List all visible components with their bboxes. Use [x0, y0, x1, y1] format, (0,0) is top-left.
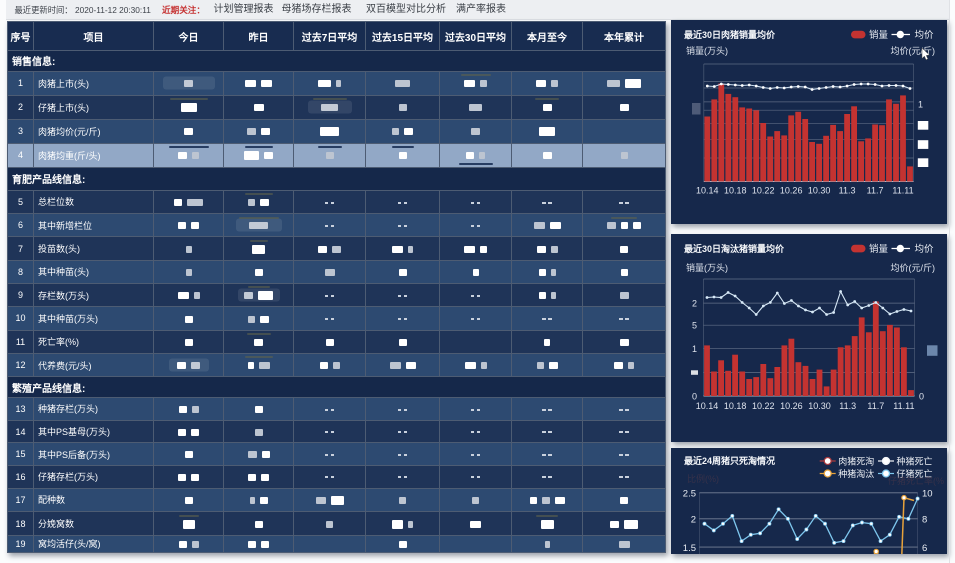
svg-text:10: 10: [922, 489, 933, 500]
svg-text:10.26: 10.26: [780, 401, 803, 411]
svg-text:均价: 均价: [915, 243, 935, 255]
svg-text:最近24周猪只死淘情况: 最近24周猪只死淘情况: [684, 455, 775, 466]
svg-text:10.22: 10.22: [752, 186, 775, 196]
svg-text:1: 1: [692, 344, 697, 354]
svg-text:10.18: 10.18: [724, 401, 747, 411]
svg-text:1.5: 1.5: [683, 543, 696, 554]
svg-text:销量: 销量: [869, 243, 889, 255]
svg-text:比例(%): 比例(%): [687, 473, 719, 484]
svg-text:11.7: 11.7: [867, 401, 884, 411]
svg-text:11.7: 11.7: [867, 186, 884, 196]
svg-text:8: 8: [922, 515, 927, 526]
svg-text:肉猪死淘: 肉猪死淘: [838, 456, 874, 467]
svg-text:11.3: 11.3: [839, 186, 856, 196]
svg-text:11.3: 11.3: [839, 401, 856, 411]
svg-text:0: 0: [692, 391, 697, 401]
svg-text:2.5: 2.5: [683, 489, 696, 500]
svg-text:10.30: 10.30: [808, 186, 831, 196]
svg-text:销量(万头): 销量(万头): [686, 45, 728, 56]
svg-text:仔猪死亡率(%: 仔猪死亡率(%: [888, 475, 944, 486]
svg-text:10.26: 10.26: [780, 186, 803, 196]
svg-text:种猪死亡: 种猪死亡: [897, 456, 933, 467]
svg-text:2: 2: [692, 298, 697, 308]
svg-text:均价(元/斤): 均价(元/斤): [891, 262, 936, 273]
svg-text:10.30: 10.30: [808, 401, 831, 411]
svg-text:10.18: 10.18: [724, 186, 747, 196]
svg-text:11.11: 11.11: [892, 186, 913, 196]
svg-text:5: 5: [692, 320, 697, 330]
svg-text:1: 1: [918, 100, 923, 110]
svg-text:6: 6: [922, 543, 927, 554]
svg-text:销量: 销量: [869, 29, 889, 41]
svg-text:10.22: 10.22: [752, 401, 775, 411]
svg-text:10.14: 10.14: [696, 401, 719, 411]
svg-text:11.11: 11.11: [893, 401, 914, 411]
svg-text:销量(万头): 销量(万头): [686, 262, 728, 273]
svg-text:均价(元/斤): 均价(元/斤): [891, 45, 936, 56]
svg-text:均价: 均价: [915, 29, 935, 41]
svg-text:最近30日淘汰猪销量均价: 最近30日淘汰猪销量均价: [684, 243, 785, 254]
svg-text:0: 0: [919, 391, 924, 401]
svg-text:2: 2: [691, 515, 696, 526]
svg-text:10.14: 10.14: [696, 186, 719, 196]
svg-text:种猪淘汰: 种猪淘汰: [838, 468, 874, 479]
svg-text:最近30日肉猪销量均价: 最近30日肉猪销量均价: [684, 29, 776, 40]
svg-text:仔猪死亡: 仔猪死亡: [897, 468, 933, 479]
